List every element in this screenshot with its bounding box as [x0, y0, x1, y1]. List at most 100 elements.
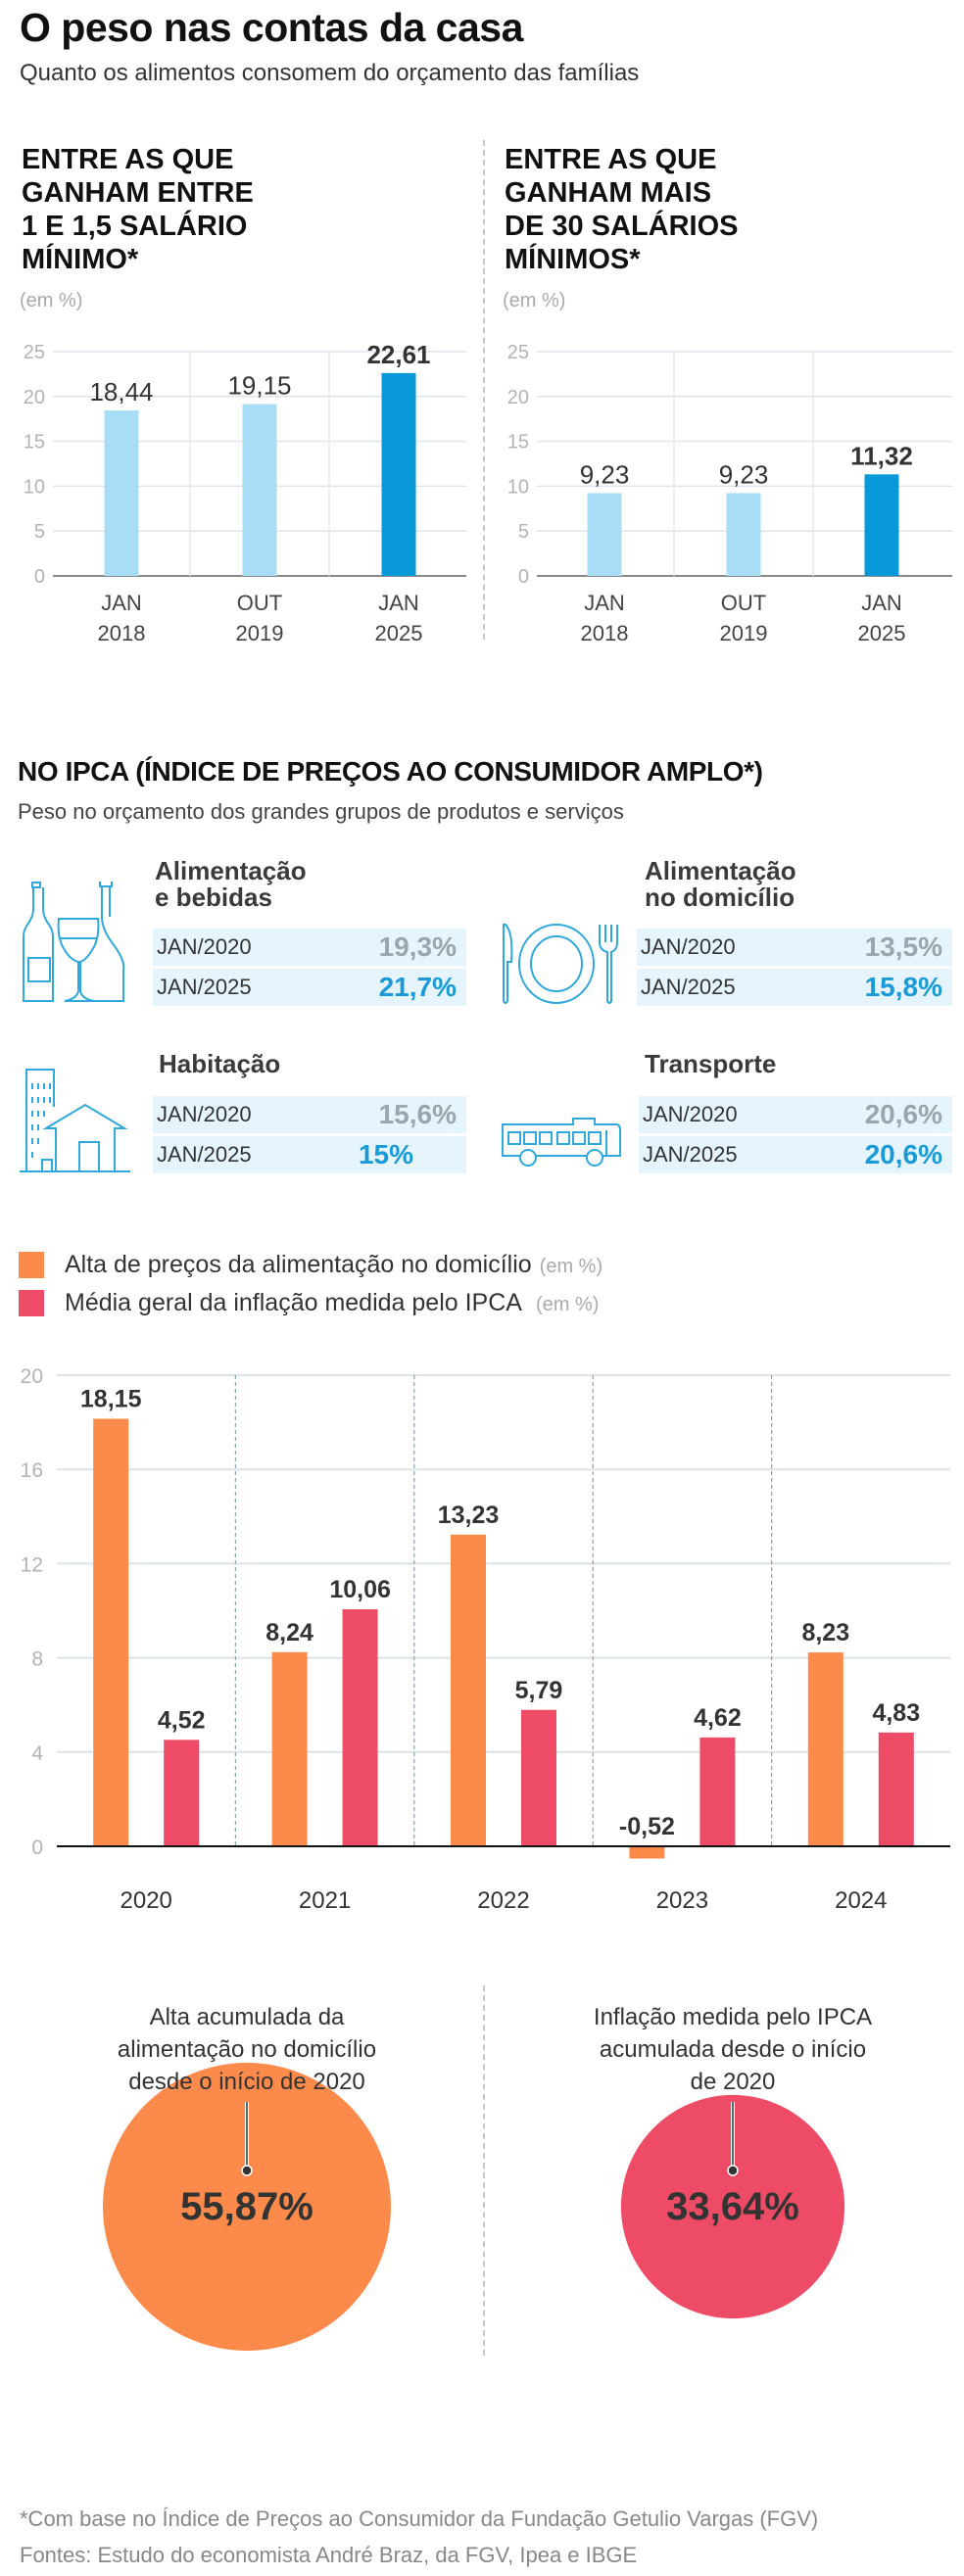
footnote: *Com base no Índice de Preços ao Consumi… — [20, 2506, 819, 2531]
row-value: 19,3% — [378, 931, 457, 962]
y-tick-label: 5 — [518, 521, 529, 543]
legend-unit: (em %) — [539, 1256, 603, 1277]
legend-swatch-food — [19, 1252, 44, 1278]
y-tick-label: 20 — [24, 387, 45, 408]
legend-item-ipca: Média geral da inflação medida pelo IPCA… — [65, 1288, 599, 1319]
y-tick-label: 25 — [24, 342, 45, 363]
x-tick-label: JAN — [861, 591, 902, 615]
row-label: JAN/2020 — [641, 934, 736, 959]
heading-line: GANHAM MAIS — [505, 177, 712, 209]
heading-line: 1 E 1,5 SALÁRIO — [22, 211, 248, 242]
row-value: 13,5% — [864, 931, 942, 962]
heading-line: ENTRE AS QUE — [505, 144, 717, 175]
y-tick-label: 20 — [507, 387, 529, 408]
y-tick-label: 5 — [34, 521, 45, 543]
unit-label: (em %) — [20, 290, 83, 311]
accumulated-value-ipca: 33,64% — [666, 2185, 799, 2228]
bar-value-label: 10,06 — [329, 1576, 391, 1603]
y-tick-label: 10 — [24, 476, 45, 498]
card-title-alimentacao-domicilio: Alimentação no domicílio — [645, 858, 796, 911]
x-tick-label: 2020 — [120, 1887, 172, 1914]
bar-value-label: 9,23 — [719, 459, 769, 489]
row-value: 20,6% — [864, 1099, 942, 1129]
bar-ipca — [342, 1609, 378, 1846]
table-row: JAN/2020 13,5% — [637, 929, 952, 966]
legend-label: Média geral da inflação medida pelo IPCA — [65, 1289, 522, 1316]
label-line: acumulada desde o início — [599, 2036, 867, 2063]
card-table-alimentacao-bebidas: JAN/2020 19,3% JAN/2025 21,7% — [153, 929, 466, 1006]
table-row: JAN/2025 15,8% — [637, 969, 952, 1006]
bar-ipca — [878, 1732, 914, 1846]
accumulated-circle — [103, 2063, 391, 2351]
label-line: Inflação medida pelo IPCA — [593, 2004, 873, 2030]
row-label: JAN/2025 — [643, 1142, 738, 1167]
table-row: JAN/2020 15,6% — [153, 1096, 466, 1133]
legend-unit: (em %) — [535, 1294, 600, 1315]
y-tick-label: 0 — [518, 566, 529, 588]
table-row: JAN/2025 15% — [153, 1136, 466, 1173]
bar — [242, 404, 277, 576]
y-tick-label: 10 — [507, 476, 529, 498]
x-tick-label: 2021 — [299, 1887, 351, 1914]
bar — [587, 493, 622, 576]
page-subtitle: Quanto os alimentos consomem do orçament… — [20, 60, 640, 86]
row-label: JAN/2025 — [157, 1142, 252, 1167]
bar-ipca — [699, 1737, 736, 1846]
card-table-alimentacao-domicilio: JAN/2020 13,5% JAN/2025 15,8% — [637, 929, 952, 1006]
heading-line: MÍNIMO* — [22, 244, 139, 275]
bar-value-label: 18,15 — [80, 1385, 142, 1412]
bar-value-label: 22,61 — [366, 340, 430, 369]
bar-value-label: 13,23 — [438, 1502, 500, 1529]
bar-food — [271, 1651, 308, 1846]
income-group-heading-low: ENTRE AS QUE GANHAM ENTRE 1 E 1,5 SALÁRI… — [22, 143, 254, 276]
table-row: JAN/2020 19,3% — [153, 929, 466, 966]
row-label: JAN/2020 — [157, 1102, 252, 1126]
bar-value-label: -0,52 — [619, 1813, 675, 1840]
heading-line: DE 30 SALÁRIOS — [505, 211, 739, 242]
bus-icon — [501, 1117, 622, 1168]
y-tick-label: 0 — [34, 566, 45, 588]
card-title-line: Alimentação — [645, 856, 796, 885]
row-value: 21,7% — [378, 972, 457, 1002]
y-tick-label: 4 — [31, 1742, 43, 1765]
x-tick-label: OUT — [721, 591, 766, 615]
x-tick-label: 2023 — [656, 1887, 708, 1914]
card-title-alimentacao-bebidas: Alimentação e bebidas — [155, 858, 307, 911]
house-building-icon — [19, 1068, 132, 1173]
card-title-line: Alimentação — [155, 856, 307, 885]
bar-food — [629, 1846, 665, 1859]
row-value: 15,8% — [864, 972, 942, 1002]
card-table-transporte: JAN/2020 20,6% JAN/2025 20,6% — [639, 1096, 952, 1173]
card-title-habitacao: Habitação — [159, 1051, 280, 1077]
legend-label: Alta de preços da alimentação no domicíl… — [65, 1251, 532, 1278]
x-tick-label: 2025 — [375, 621, 423, 645]
bar-value-label: 18,44 — [89, 377, 153, 406]
bar-value-label: 4,52 — [158, 1706, 206, 1734]
x-tick-label: 2019 — [720, 621, 768, 645]
table-row: JAN/2025 21,7% — [153, 969, 466, 1006]
label-line: desde o início de 2020 — [128, 2069, 365, 2095]
plate-cutlery-icon — [500, 923, 619, 1005]
ipca-section-title: NO IPCA (ÍNDICE DE PREÇOS AO CONSUMIDOR … — [18, 756, 763, 787]
bar-ipca — [521, 1709, 556, 1846]
row-value: 20,6% — [864, 1139, 942, 1169]
bar — [381, 372, 416, 576]
accumulated-label-food: Alta acumulada da alimentação no domicíl… — [71, 2001, 423, 2098]
bar-value-label: 9,23 — [580, 459, 630, 489]
table-row: JAN/2025 20,6% — [639, 1136, 952, 1173]
bar-food — [807, 1652, 844, 1846]
card-title-line: e bebidas — [155, 883, 272, 912]
bar-value-label: 5,79 — [515, 1677, 563, 1704]
ipca-section-subtitle: Peso no orçamento dos grandes grupos de … — [18, 799, 624, 824]
x-tick-label: 2025 — [858, 621, 906, 645]
bar — [104, 410, 139, 576]
y-tick-label: 15 — [24, 432, 45, 453]
bar-food — [93, 1418, 129, 1846]
x-tick-label: 2019 — [236, 621, 284, 645]
wine-bottles-icon — [22, 880, 135, 1005]
bar-value-label: 4,62 — [694, 1704, 742, 1732]
x-tick-label: JAN — [378, 591, 419, 615]
